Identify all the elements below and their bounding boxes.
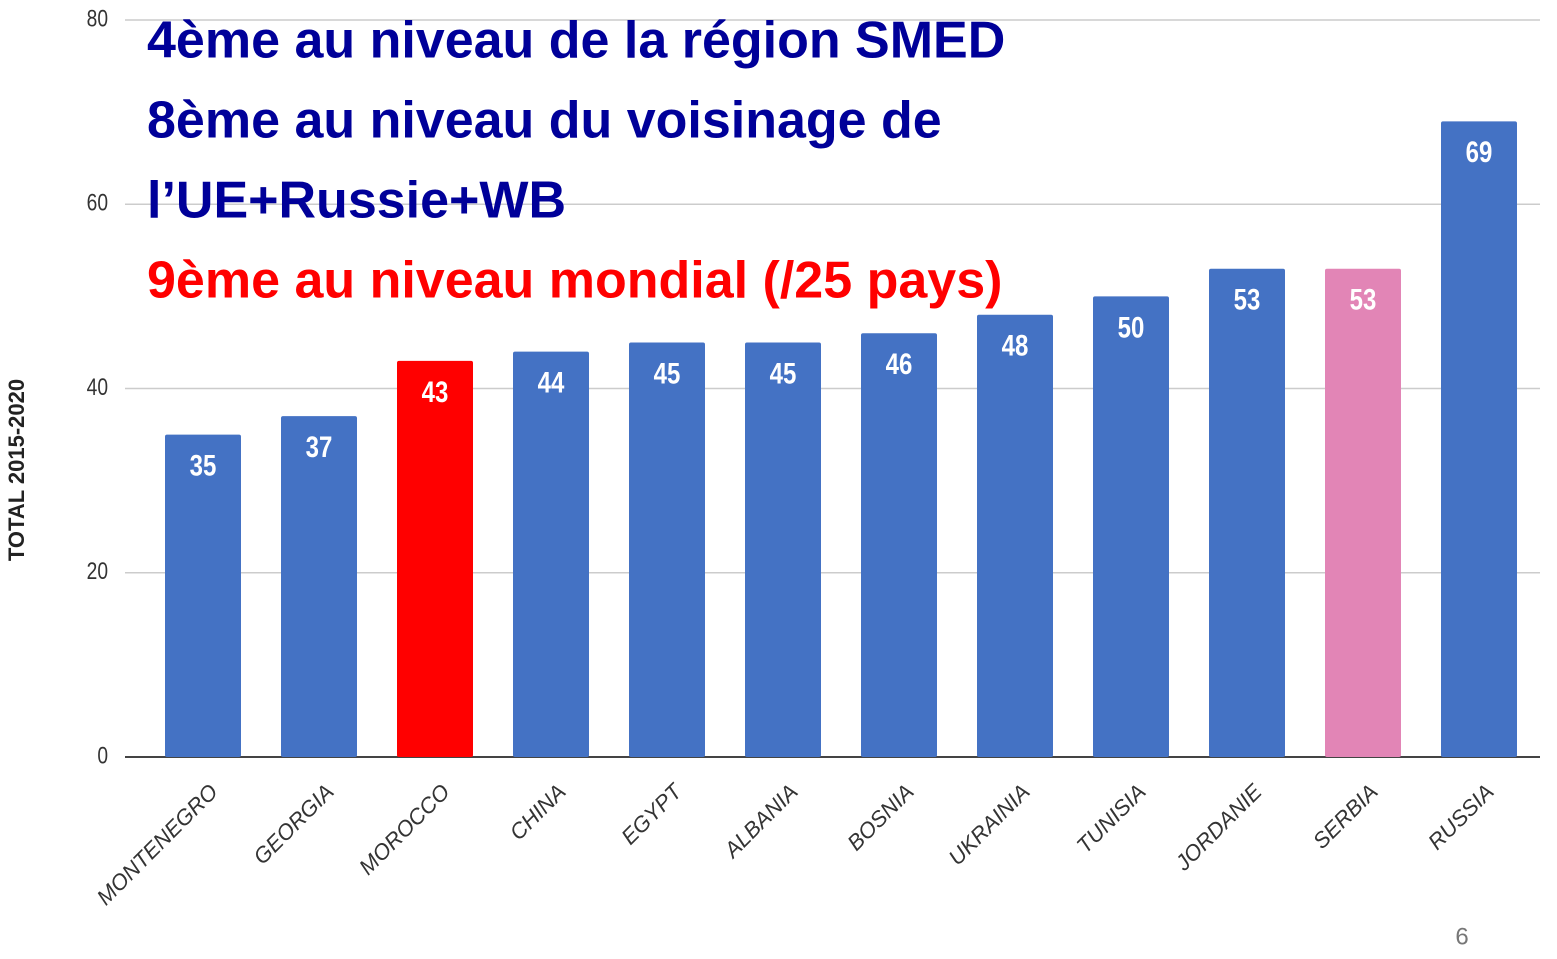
bar: [1093, 296, 1169, 757]
x-tick-label: JORDANIE: [1170, 779, 1267, 876]
data-label: 69: [1466, 135, 1493, 169]
bar: [977, 314, 1053, 757]
data-label: 45: [770, 356, 797, 390]
annotation: 4ème au niveau de la région SMED: [147, 12, 1005, 70]
data-label: 50: [1118, 310, 1145, 344]
x-tick-label: EGYPT: [616, 778, 688, 850]
y-axis-label: TOTAL 2015-2020: [4, 379, 29, 561]
data-label: 46: [886, 347, 913, 381]
y-tick-label: 0: [97, 741, 108, 769]
page-number: 6: [1455, 923, 1468, 950]
x-tick-label: TUNISIA: [1072, 779, 1151, 858]
x-tick-label: MONTENEGRO: [92, 779, 223, 910]
x-tick-label: SERBIA: [1308, 779, 1383, 854]
data-label: 53: [1350, 282, 1377, 316]
bar: [281, 416, 357, 757]
bar: [629, 342, 705, 757]
data-label: 48: [1002, 328, 1029, 362]
annotation: 8ème au niveau du voisinage de: [147, 92, 942, 150]
data-label: 53: [1234, 282, 1261, 316]
bar: [165, 434, 241, 757]
y-tick-label: 40: [87, 373, 108, 401]
data-label: 35: [190, 448, 217, 482]
bar: [1325, 268, 1401, 757]
annotation: 9ème au niveau mondial (/25 pays): [147, 252, 1002, 310]
x-tick-label: UKRAINIA: [943, 779, 1034, 870]
bar: [513, 351, 589, 757]
data-label: 37: [306, 429, 333, 463]
x-tick-label: ALBANIA: [718, 779, 803, 864]
x-tick-label: RUSSIA: [1423, 779, 1499, 855]
y-tick-label: 60: [87, 188, 108, 216]
bar: [861, 333, 937, 757]
x-tick-label: GEORGIA: [248, 779, 338, 869]
bar: [745, 342, 821, 757]
y-tick-label: 20: [87, 557, 108, 585]
y-tick-label: 80: [87, 4, 108, 32]
x-tick-label: BOSNIA: [842, 779, 918, 855]
data-label: 44: [538, 365, 565, 399]
bar: [397, 360, 473, 757]
x-tick-label: CHINA: [505, 779, 571, 845]
bar: [1209, 268, 1285, 757]
data-label: 45: [654, 356, 681, 390]
bar: [1441, 121, 1517, 757]
x-tick-label: MOROCCO: [354, 779, 455, 880]
data-label: 43: [422, 374, 449, 408]
annotation: l’UE+Russie+WB: [147, 172, 566, 230]
